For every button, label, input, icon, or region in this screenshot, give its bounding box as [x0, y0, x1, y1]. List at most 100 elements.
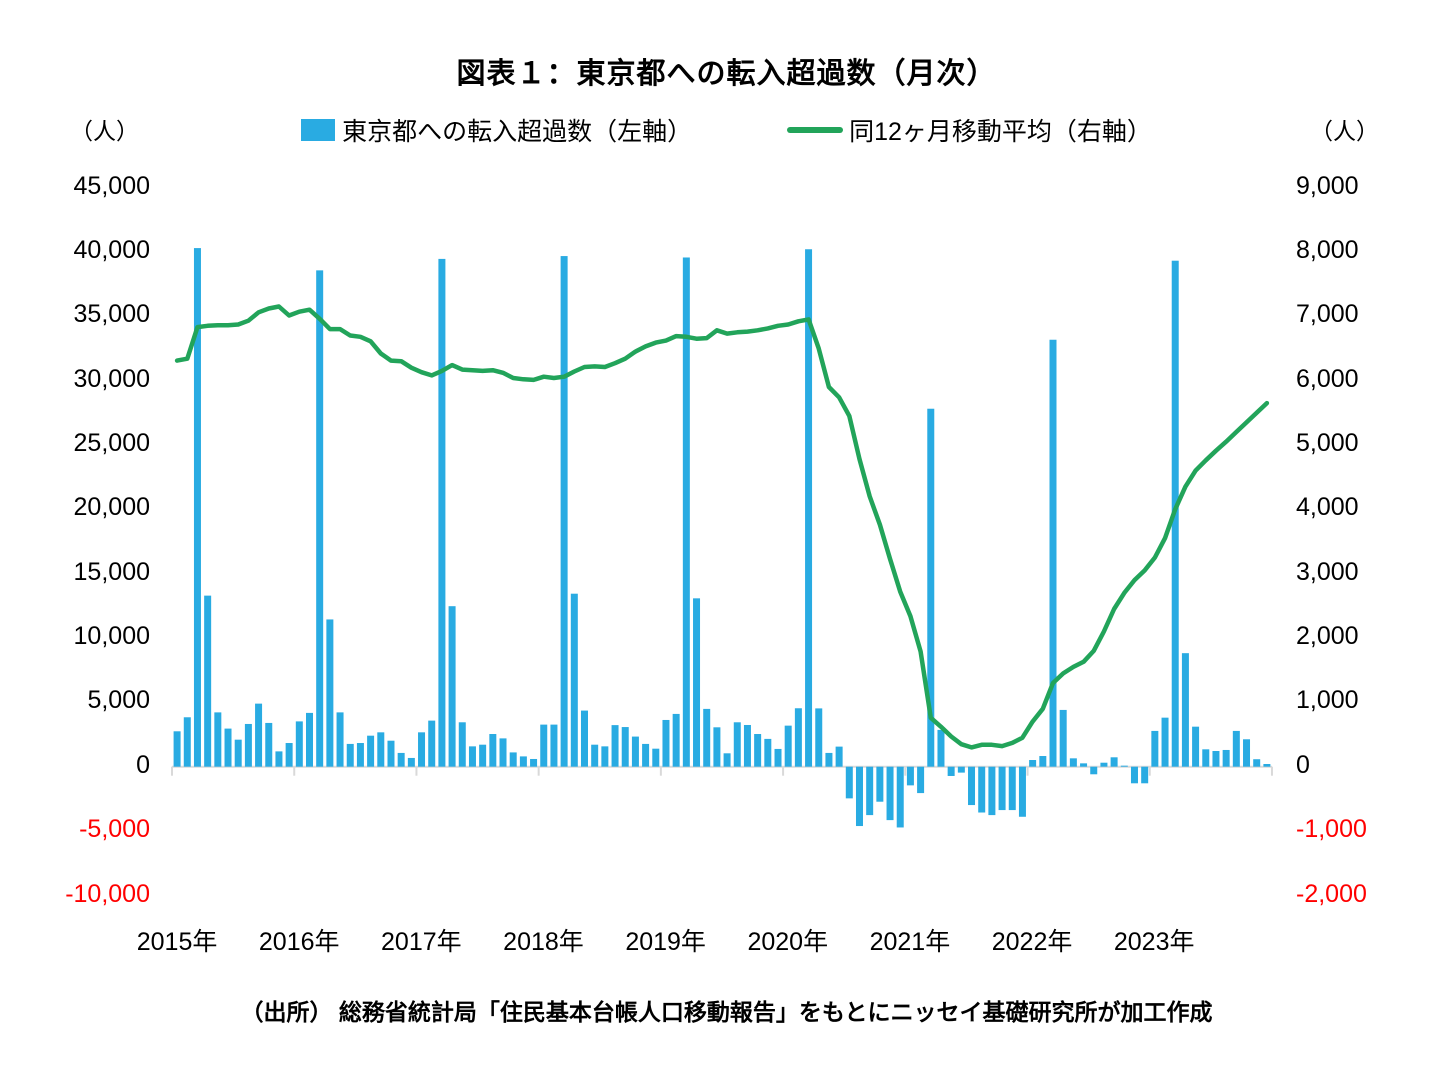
net-migration-bar [1039, 756, 1047, 767]
net-migration-bar [672, 713, 680, 767]
net-migration-bar [1192, 726, 1200, 767]
net-migration-bar [458, 722, 466, 767]
right-axis-tick: 1,000 [1296, 686, 1359, 715]
net-migration-bar [244, 723, 252, 767]
net-migration-bar [1069, 758, 1077, 767]
net-migration-bar [835, 746, 843, 767]
net-migration-bar [1049, 339, 1057, 767]
net-migration-bar [346, 743, 354, 767]
net-migration-bar [937, 729, 945, 767]
net-migration-bar [1243, 739, 1251, 767]
net-migration-bar [794, 708, 802, 767]
x-axis-year-label: 2016年 [258, 928, 340, 956]
source-note: （出所） 総務省統計局「住民基本台帳人口移動報告」をもとにニッセイ基礎研究所が加… [240, 999, 1213, 1025]
line-series-swatch [787, 127, 844, 133]
net-migration-bar [387, 740, 395, 767]
net-migration-bar [204, 595, 212, 767]
net-migration-bar [1090, 766, 1098, 775]
net-migration-bar [397, 752, 405, 767]
net-migration-bar [682, 257, 690, 767]
net-migration-bar [356, 743, 364, 767]
net-migration-bar [1141, 766, 1149, 784]
net-migration-bar [479, 744, 487, 767]
net-migration-bar [917, 766, 925, 794]
net-migration-bar [255, 703, 263, 767]
right-axis-tick: 2,000 [1296, 622, 1359, 651]
net-migration-bar [550, 724, 558, 767]
right-axis-tick: 9,000 [1296, 171, 1359, 200]
left-axis-tick: 10,000 [73, 622, 150, 651]
right-axis-tick: 4,000 [1296, 493, 1359, 522]
left-axis-tick: 35,000 [73, 300, 150, 329]
net-migration-bar [489, 734, 497, 767]
net-migration-bar [876, 766, 884, 802]
right-axis-tick-labels: 9,000 8,000 7,000 6,000 5,000 4,000 3,00… [1296, 154, 1426, 926]
net-migration-bar [723, 753, 731, 767]
right-axis-tick: -1,000 [1296, 815, 1367, 844]
net-migration-bar [652, 748, 660, 767]
net-migration-bar [866, 766, 874, 816]
left-axis-tick: 15,000 [73, 557, 150, 586]
net-migration-bar [957, 766, 965, 773]
legend-label-bars: 東京都への転入超過数（左軸） [342, 118, 693, 146]
net-migration-bar [906, 766, 914, 786]
right-axis-tick: 0 [1296, 750, 1310, 779]
net-migration-bar [743, 724, 751, 767]
net-migration-bar [1018, 766, 1026, 817]
x-axis-year-label: 2021年 [869, 928, 951, 956]
x-axis-year-label: 2023年 [1113, 928, 1195, 956]
net-migration-bar [428, 720, 436, 767]
net-migration-bar [713, 727, 721, 767]
net-migration-bar [1029, 760, 1037, 767]
net-migration-bar [1110, 757, 1118, 767]
net-migration-bar [1212, 751, 1220, 767]
net-migration-bar [560, 256, 568, 767]
right-axis-unit: （人） [1310, 118, 1379, 144]
net-migration-bar [815, 708, 823, 767]
net-migration-bar [855, 766, 863, 827]
right-axis-tick: 3,000 [1296, 557, 1359, 586]
net-migration-bar [275, 751, 283, 767]
legend-item-bars: 東京都への転入超過数（左軸） [301, 112, 692, 148]
net-migration-bar [601, 746, 609, 767]
left-axis-tick: -10,000 [65, 879, 150, 908]
net-migration-bar [1222, 749, 1230, 767]
x-axis-year-label: 2022年 [991, 928, 1073, 956]
net-migration-bar [754, 734, 762, 767]
net-migration-bar [1181, 653, 1189, 767]
x-axis-year-label: 2018年 [503, 928, 584, 956]
net-migration-bar [805, 249, 813, 767]
net-migration-bar [234, 739, 242, 767]
net-migration-bar [886, 766, 894, 821]
net-migration-bar [845, 766, 853, 799]
right-axis-tick: 6,000 [1296, 364, 1359, 393]
left-axis-tick: -5,000 [79, 815, 150, 844]
left-axis-unit: （人） [70, 118, 139, 144]
net-migration-bar [968, 766, 976, 806]
net-migration-bar [611, 725, 619, 767]
net-migration-bar [306, 712, 313, 767]
net-migration-bar [468, 746, 476, 767]
net-migration-bar [367, 735, 375, 767]
net-migration-bar [214, 712, 222, 767]
net-migration-bar [1253, 759, 1261, 767]
x-axis-year-label: 2017年 [381, 928, 462, 956]
net-migration-bar [326, 619, 334, 767]
bar-series-swatch [301, 119, 336, 141]
net-migration-bar [1130, 766, 1138, 784]
net-migration-bar [631, 736, 639, 767]
net-migration-bar [418, 732, 426, 767]
left-axis-tick: 45,000 [73, 171, 150, 200]
net-migration-bar [530, 758, 538, 767]
net-migration-bar [662, 719, 670, 767]
net-migration-bar [927, 408, 935, 767]
net-migration-bar [285, 743, 293, 767]
legend: 東京都への転入超過数（左軸） 同12ヶ月移動平均（右軸） [0, 112, 1453, 148]
net-migration-bar [693, 598, 701, 767]
net-migration-bar [1263, 764, 1271, 767]
x-axis-year-labels: 2015年 2016年 2017年 2018年 2019年 2020年 2021… [116, 922, 1215, 958]
left-axis-tick: 25,000 [73, 429, 150, 458]
net-migration-bar [733, 722, 741, 767]
net-migration-bar [621, 727, 629, 767]
